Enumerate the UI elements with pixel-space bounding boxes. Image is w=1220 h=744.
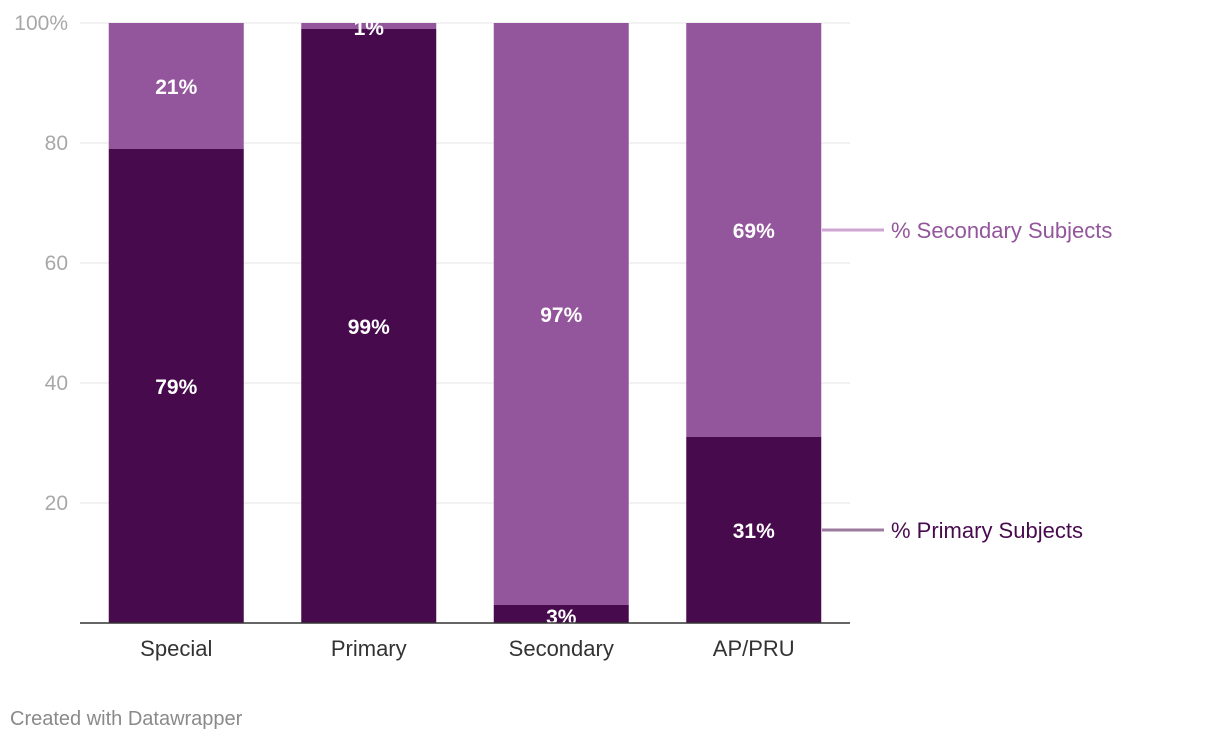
y-tick-label: 40	[45, 372, 68, 395]
bar-label-primary: 3%	[546, 606, 577, 629]
y-tick-label: 80	[45, 132, 68, 155]
legend-label-primary: % Primary Subjects	[891, 518, 1083, 543]
bar-label-secondary: 21%	[155, 76, 197, 99]
y-tick-label: 60	[45, 252, 68, 275]
bar-primary-subjects	[493, 605, 629, 623]
category-label: Secondary	[509, 636, 614, 661]
bar-secondary-subjects	[108, 23, 244, 149]
y-tick-label: 20	[45, 492, 68, 515]
bar-label-primary: 99%	[348, 316, 390, 339]
bar-label-secondary: 69%	[733, 220, 775, 243]
bar-label-secondary: 97%	[540, 304, 582, 327]
category-label: Special	[140, 636, 212, 661]
bar-primary-subjects	[686, 437, 822, 623]
datawrapper-credit: Created with Datawrapper	[10, 708, 243, 730]
bar-secondary-subjects	[686, 23, 822, 437]
y-tick-label: 100%	[14, 12, 68, 35]
category-label: Primary	[331, 636, 407, 661]
bar-secondary-subjects	[493, 23, 629, 605]
legend-label-secondary: % Secondary Subjects	[891, 218, 1112, 243]
bar-label-secondary: 1%	[354, 17, 385, 40]
bar-secondary-subjects	[301, 23, 437, 29]
bar-primary-subjects	[108, 149, 244, 623]
bar-label-primary: 79%	[155, 376, 197, 399]
bar-primary-subjects	[301, 29, 437, 623]
category-label: AP/PRU	[713, 636, 795, 661]
bar-label-primary: 31%	[733, 520, 775, 543]
